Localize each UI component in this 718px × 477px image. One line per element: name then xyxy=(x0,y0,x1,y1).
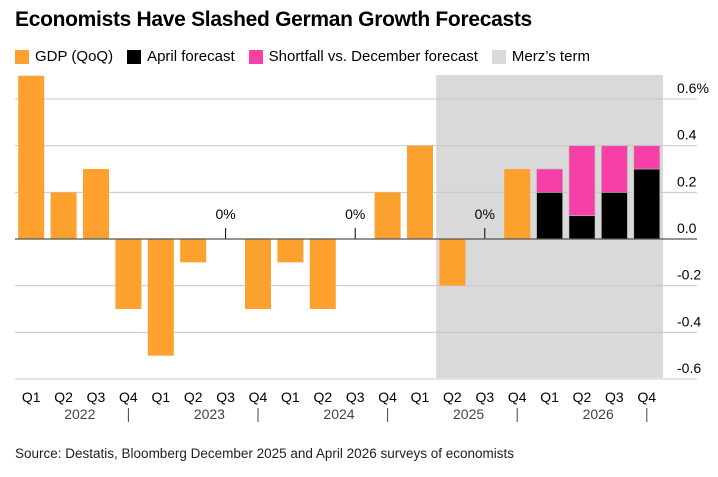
shortfall-bar xyxy=(601,145,628,193)
y-tick-label: -0.2 xyxy=(677,267,701,283)
legend-item-shortfall: Shortfall vs. December forecast xyxy=(248,48,478,65)
year-label: 2025 xyxy=(453,406,484,422)
x-tick-label: Q4 xyxy=(378,389,397,405)
x-tick-label: Q1 xyxy=(540,389,559,405)
x-tick-label: Q2 xyxy=(184,389,203,405)
y-tick-label: -0.6 xyxy=(677,360,701,376)
zero-label: 0% xyxy=(215,206,235,222)
legend-swatch xyxy=(491,49,506,64)
legend-swatch xyxy=(248,49,263,64)
x-tick-label: Q4 xyxy=(119,389,138,405)
y-tick-label: 0.6% xyxy=(677,80,709,96)
shortfall-bar xyxy=(536,168,563,193)
april-forecast-bar xyxy=(601,192,628,240)
x-tick-label: Q1 xyxy=(151,389,170,405)
x-tick-label: Q4 xyxy=(508,389,527,405)
april-forecast-bar xyxy=(536,192,563,240)
x-tick-label: Q1 xyxy=(281,389,300,405)
legend-label: GDP (QoQ) xyxy=(35,48,114,65)
x-tick-label: Q1 xyxy=(411,389,430,405)
source-note: Source: Destatis, Bloomberg December 202… xyxy=(15,446,515,461)
y-tick-label: -0.4 xyxy=(677,313,701,329)
x-tick-label: Q3 xyxy=(605,389,624,405)
gdp-bar xyxy=(50,192,77,239)
shortfall-bar xyxy=(568,145,596,216)
year-label: 2023 xyxy=(194,406,225,422)
x-tick-label: Q3 xyxy=(216,389,235,405)
x-tick-label: Q2 xyxy=(313,389,332,405)
legend-item-april: April forecast xyxy=(127,48,235,65)
x-tick-label: Q2 xyxy=(54,389,73,405)
gdp-bar xyxy=(18,75,45,239)
legend-label: Merz’s term xyxy=(511,48,590,65)
x-tick-label: Q3 xyxy=(87,389,106,405)
shortfall-bar xyxy=(633,145,661,170)
gdp-bar xyxy=(504,169,531,239)
x-tick-label: Q1 xyxy=(22,389,41,405)
gdp-bar xyxy=(407,145,433,239)
april-forecast-bar xyxy=(633,168,661,240)
y-tick-label: 0.4 xyxy=(677,127,697,143)
year-label: 2026 xyxy=(583,406,614,422)
x-tick-label: Q3 xyxy=(475,389,494,405)
gdp-bar xyxy=(180,239,207,263)
x-tick-label: Q3 xyxy=(346,389,365,405)
legend-item-merz: Merz’s term xyxy=(491,48,590,65)
chart-title: Economists Have Slashed German Growth Fo… xyxy=(15,8,532,31)
zero-label: 0% xyxy=(475,206,495,222)
gdp-bar xyxy=(277,239,304,263)
y-tick-label: 0.2 xyxy=(677,173,697,189)
gdp-bar xyxy=(147,239,174,356)
gdp-bar xyxy=(115,239,142,309)
year-label: 2024 xyxy=(323,406,354,422)
april-forecast-bar xyxy=(568,215,596,240)
gdp-bar xyxy=(245,239,271,309)
legend: GDP (QoQ) April forecast Shortfall vs. D… xyxy=(15,48,590,65)
year-label: 2022 xyxy=(64,406,95,422)
gdp-bar xyxy=(439,239,466,286)
gdp-bar xyxy=(309,239,336,309)
gdp-bar xyxy=(83,169,109,239)
bar-chart: 0.6% 0.4 0.2 0.0 -0.2 -0.4 -0.6 Q1 Q2 Q3 Q4 Q1 Q2 0% Q… xyxy=(15,75,709,422)
legend-label: April forecast xyxy=(147,48,235,65)
x-tick-label: Q2 xyxy=(573,389,592,405)
x-tick-label: Q4 xyxy=(249,389,268,405)
x-tick-label: Q4 xyxy=(637,389,656,405)
y-tick-label: 0.0 xyxy=(677,220,697,236)
legend-swatch xyxy=(15,49,29,64)
x-tick-label: Q2 xyxy=(443,389,462,405)
gdp-bar xyxy=(374,192,401,239)
legend-item-gdp: GDP (QoQ) xyxy=(15,48,113,65)
legend-swatch xyxy=(127,49,142,64)
zero-label: 0% xyxy=(345,206,365,222)
legend-label: Shortfall vs. December forecast xyxy=(268,48,478,65)
